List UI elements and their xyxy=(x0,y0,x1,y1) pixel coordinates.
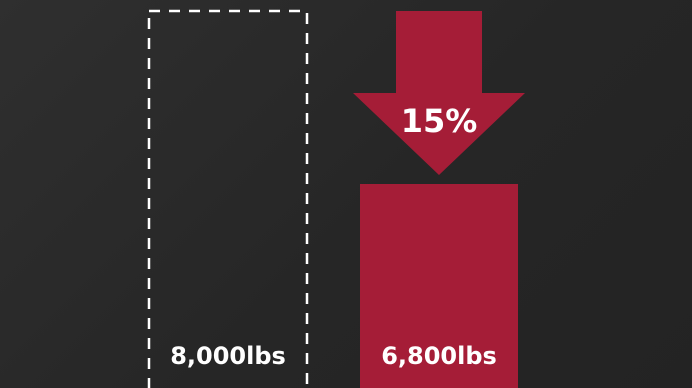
bar-before-value-label: 8,000lbs xyxy=(170,342,286,370)
bar-after-value-label: 6,800lbs xyxy=(381,342,497,370)
percent-change-label: 15% xyxy=(401,102,478,140)
reduction-arrow xyxy=(353,11,525,175)
bar-after xyxy=(360,184,518,388)
bar-before xyxy=(147,9,309,388)
